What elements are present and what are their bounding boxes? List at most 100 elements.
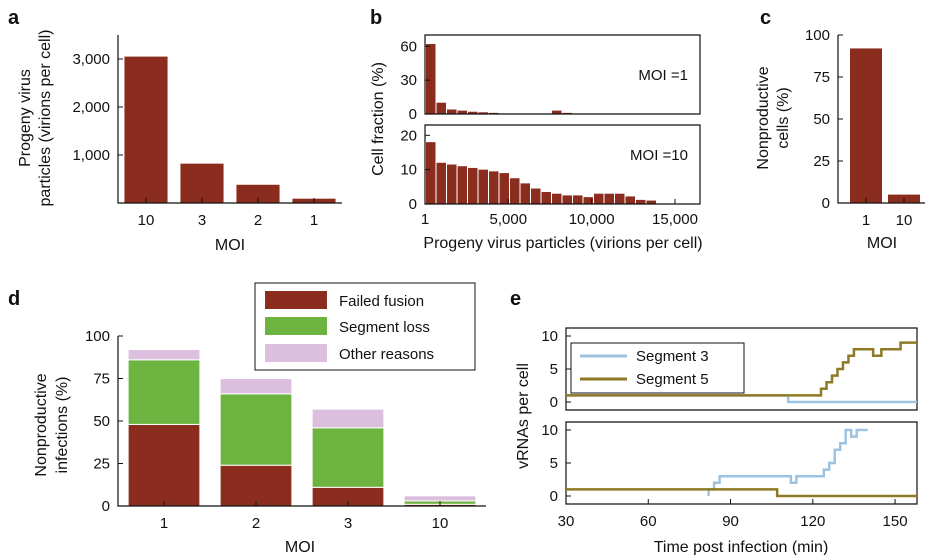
chart-e-legend-box [570,342,745,394]
chart-e-xlabel: Time post infection (min) [654,539,829,555]
legend-swatch-segment-loss [265,317,327,335]
chart-c-ytick-label: 50 [813,111,830,128]
chart-b1-bin [478,112,488,114]
xtick-label: 1 [160,515,168,532]
chart-b-xlabel: Progeny virus particles (virions per cel… [423,235,702,252]
chart-b1-annotation: MOI =1 [638,67,688,84]
legend-label-segment-5: Segment 5 [636,371,709,388]
chart-a-yticks: 1,000 2,000 3,000 [72,51,123,164]
xtick-label: 3 [198,212,206,229]
chart-b2-ytick-label: 0 [409,196,417,213]
xtick-label: 150 [883,513,908,530]
panel-label-c: c [760,7,771,29]
bar-segment-other-reasons-moi-3 [311,408,385,429]
xtick-label: 1 [310,212,318,229]
chart-d-ytick-label: 50 [93,413,110,430]
chart-c-axes [837,35,925,204]
xtick-label: 90 [722,513,739,530]
chart-b1-bin [468,111,478,114]
chart-b2-ytick-label: 10 [400,162,417,179]
chart-e-bottom-axes [565,421,918,505]
chart-b2-annotation: MOI =10 [630,147,688,164]
chart-b2-bin [457,166,467,204]
chart-c-xlabel: MOI [867,235,897,252]
chart-b2-bin [573,195,583,204]
ytick-label: 5 [550,455,558,472]
chart-e-top-axes [565,327,918,411]
chart-a-ytick-label: 2,000 [72,99,110,116]
chart-b2-bin [499,173,509,204]
chart-c-xticks: 1 10 [862,198,913,229]
chart-d-legend: Failed fusion Segment loss Other reasons [254,282,476,371]
chart-d-xlabel: MOI [285,539,315,555]
legend-label-other-reasons: Other reasons [339,346,434,363]
xtick-label: 1 [862,212,870,229]
chart-b1-bin [552,110,562,114]
chart-b1-bars [426,44,614,114]
chart-c-bars [850,48,920,203]
chart-d-bars [127,349,477,507]
line-segment-5 [566,488,917,498]
ytick-label: 0 [550,394,558,411]
chart-b2-bin [426,142,436,204]
chart-c-ylabel-line1: Nonproductive [755,66,772,169]
chart-e-top-yticks: 0 5 10 [541,328,571,411]
chart-e-xticks: 30 60 90 120 150 [558,499,908,530]
ytick-label: 5 [550,361,558,378]
chart-e-bottom-yticks: 0 5 10 [541,422,571,505]
xtick-label: 3 [344,515,352,532]
bar-moi-2 [236,184,280,203]
legend-swatch-failed-fusion [265,291,327,309]
chart-b2-bin [552,193,562,204]
panel-label-b: b [370,7,382,29]
chart-b2-bin [615,193,625,204]
xtick-label: 10 [896,212,913,229]
chart-a-ytick-label: 1,000 [72,147,110,164]
bar-moi-3 [180,163,224,203]
chart-b2-bin [541,191,551,204]
chart-c-ytick-label: 75 [813,69,830,86]
chart-d-ytick-label: 100 [85,328,110,345]
chart-b2-bin [636,199,646,204]
bar-segment-other-reasons-moi-1 [127,349,201,361]
xtick-label: 2 [254,212,262,229]
chart-b2-bin [489,171,499,204]
xtick-label: 10 [432,515,449,532]
chart-a: 1,000 2,000 3,000 10 3 2 1 Progeny virus part… [17,30,342,254]
chart-b2-xtick-label: 1 [421,211,429,228]
panel-label-a: a [8,7,20,29]
legend-label-failed-fusion: Failed fusion [339,293,424,310]
chart-b1-bin [457,110,467,114]
chart-b2-bin [562,195,572,204]
xtick-label: 2 [252,515,260,532]
chart-b2-bin [583,197,593,204]
chart-d-ytick-label: 25 [93,456,110,473]
chart-e-top-lines [566,341,917,404]
chart-b2-bin [531,188,541,204]
chart-b2-xtick-label: 5,000 [490,211,528,228]
xtick-label: 120 [800,513,825,530]
chart-c-ytick-label: 100 [805,27,830,44]
chart-b1-bin [426,44,436,114]
chart-c-ylabel-line2: cells (%) [775,87,792,148]
legend-label-segment-3: Segment 3 [636,348,709,365]
chart-b1-bin [447,109,457,114]
panel-label-e: e [510,288,521,310]
bar-segment-failed-fusion-moi-1 [127,423,201,507]
chart-b1-ytick-label: 30 [400,72,417,89]
panel-label-d: d [8,288,20,310]
bar-segment-segment-loss-moi-3 [311,427,385,488]
chart-e-legend: Segment 3 Segment 5 [570,342,745,394]
chart-b1-yticks: 0 30 60 [400,38,430,123]
bar-segment-segment-loss-moi-2 [219,393,293,466]
chart-a-ytick-label: 3,000 [72,51,110,68]
chart-b2-xtick-label: 10,000 [569,211,615,228]
chart-b2-bin [604,193,614,204]
chart-b2-xtick-label: 15,000 [652,211,698,228]
chart-d-ytick-label: 0 [102,498,110,515]
chart-d-ylabel-line1: Nonproductive [33,373,50,476]
chart-e: 0 5 10 0 5 10 30 60 90 120 150 vRNAs per cell Ti… [515,327,918,555]
chart-d: 0 25 50 75 100 1 2 3 10 Nonproductive infection… [33,282,486,555]
chart-a-axes [117,35,342,204]
